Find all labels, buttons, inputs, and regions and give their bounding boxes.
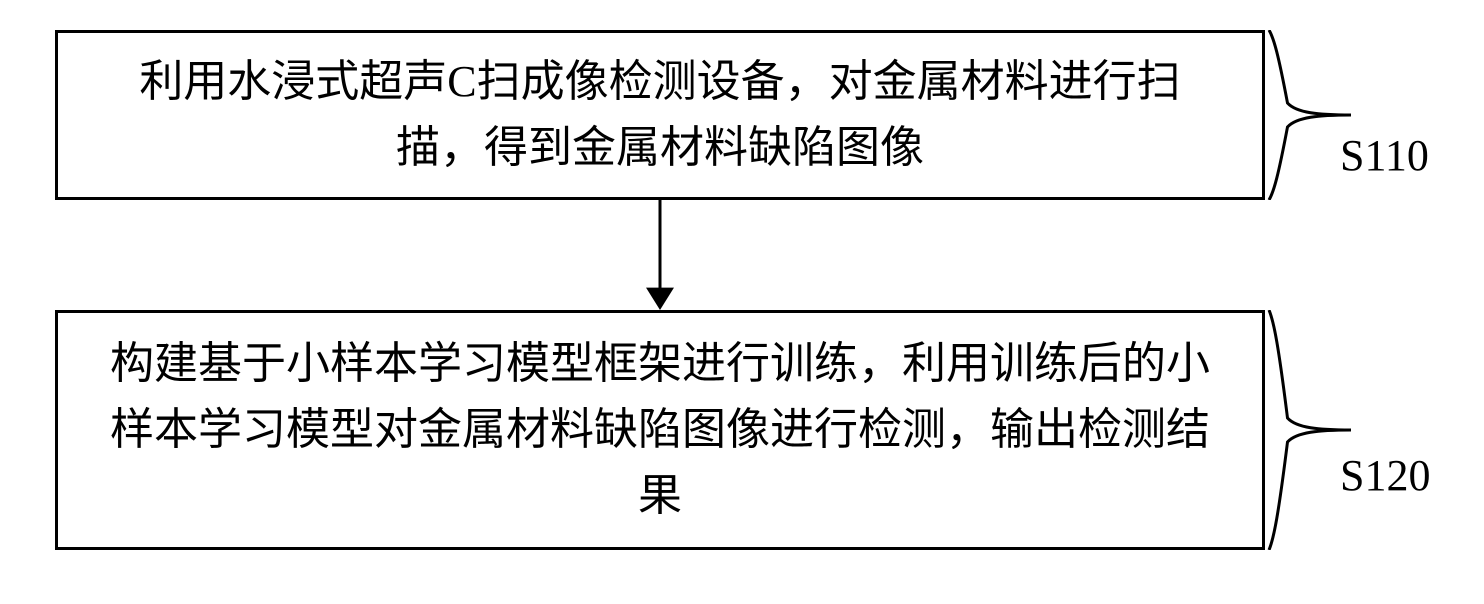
step-label: S110: [1340, 130, 1429, 181]
node-text: 构建基于小样本学习模型框架进行训练，利用训练后的小样本学习模型对金属材料缺陷图像…: [98, 331, 1222, 529]
flowchart-node: 构建基于小样本学习模型框架进行训练，利用训练后的小样本学习模型对金属材料缺陷图像…: [55, 310, 1265, 550]
step-label: S120: [1340, 450, 1430, 501]
arrow-down-icon: [640, 200, 680, 310]
brace-icon: [1265, 310, 1355, 550]
flowchart-node: 利用水浸式超声C扫成像检测设备，对金属材料进行扫描，得到金属材料缺陷图像: [55, 30, 1265, 200]
node-text: 利用水浸式超声C扫成像检测设备，对金属材料进行扫描，得到金属材料缺陷图像: [98, 49, 1222, 181]
